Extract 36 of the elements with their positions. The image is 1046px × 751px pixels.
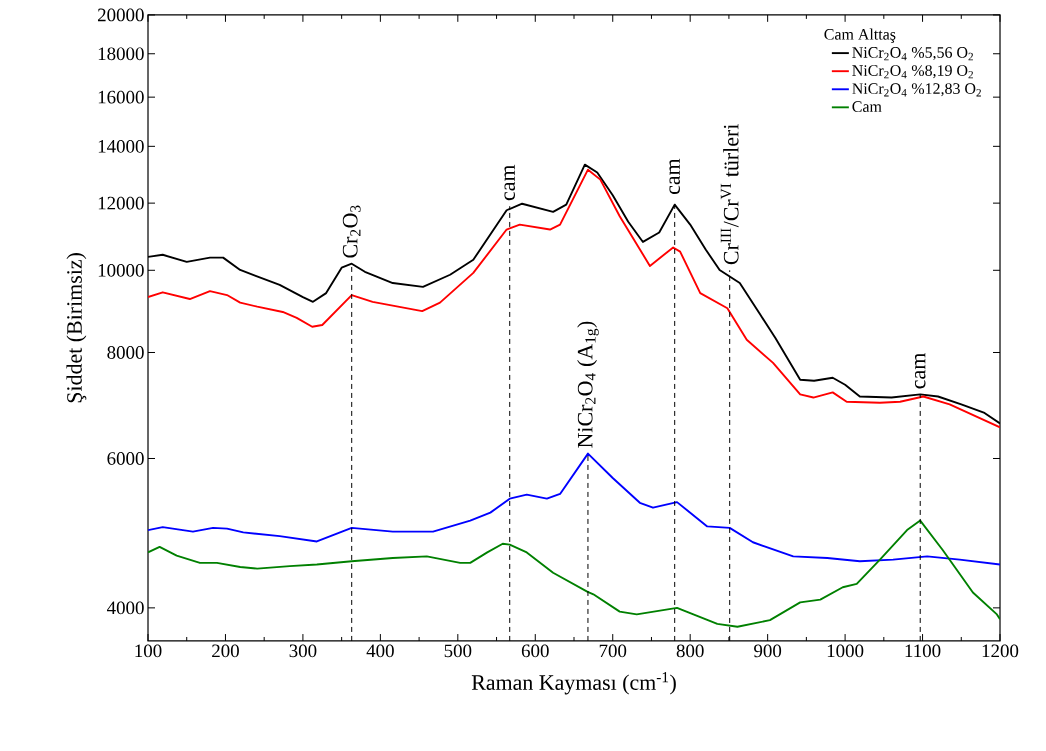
y-tick-label: 6000 <box>107 452 144 465</box>
legend-label: NiCr$_{2}$O$_{4}$ %12,83 O$_{2}$ <box>852 83 981 97</box>
annotation: Cr$_{2}$O$_{3}$ <box>342 205 361 258</box>
y-tick-label: 18000 <box>98 47 144 61</box>
legend-label: NiCr$_{2}$O$_{4}$ %5,56 O$_{2}$ <box>852 47 973 61</box>
annotation: cam <box>669 158 680 195</box>
x-tick-label: 100 <box>135 644 162 658</box>
line-series <box>148 519 1001 628</box>
x-axis-title: Raman Kayması (cm$^{-1}$) <box>471 672 676 695</box>
y-axis-title: Şiddet (Birimsiz) <box>66 253 87 403</box>
x-tick-label: 500 <box>444 644 472 658</box>
x-tick-label: 1100 <box>905 644 941 658</box>
x-tick-label: 800 <box>676 644 704 658</box>
legend-label: Cam <box>852 101 882 113</box>
x-tick-label: 400 <box>366 644 394 658</box>
line-series <box>148 452 1001 566</box>
y-tick-label: 8000 <box>107 346 144 359</box>
annotation: cam <box>914 353 926 389</box>
y-tick-label: 4000 <box>107 601 144 615</box>
x-tick-label: 600 <box>521 644 549 658</box>
x-tick-label: 200 <box>212 644 239 658</box>
x-tick-label: 1000 <box>827 644 864 658</box>
y-tick-label: 12000 <box>98 196 144 210</box>
y-tick-label: 10000 <box>98 263 144 277</box>
legend-label: NiCr$_{2}$O$_{4}$ %8,19 O$_{2}$ <box>852 65 973 79</box>
annotation: NiCr$_{2}$O$_{4}$ (A$_{1g}$) <box>577 321 599 448</box>
x-tick-label: 1200 <box>982 644 1019 658</box>
annotation: Cr$^{III}$/Cr$^{VI}$ türleri <box>720 124 739 265</box>
x-tick-label: 700 <box>599 644 627 658</box>
legend-title: Cam Alttaş <box>824 28 896 43</box>
annotation: cam <box>504 164 515 201</box>
y-tick-label: 20000 <box>97 8 144 22</box>
x-tick-label: 900 <box>754 644 782 658</box>
x-tick-label: 300 <box>289 644 317 658</box>
y-tick-label: 14000 <box>98 139 144 153</box>
y-tick-label: 16000 <box>98 90 144 104</box>
